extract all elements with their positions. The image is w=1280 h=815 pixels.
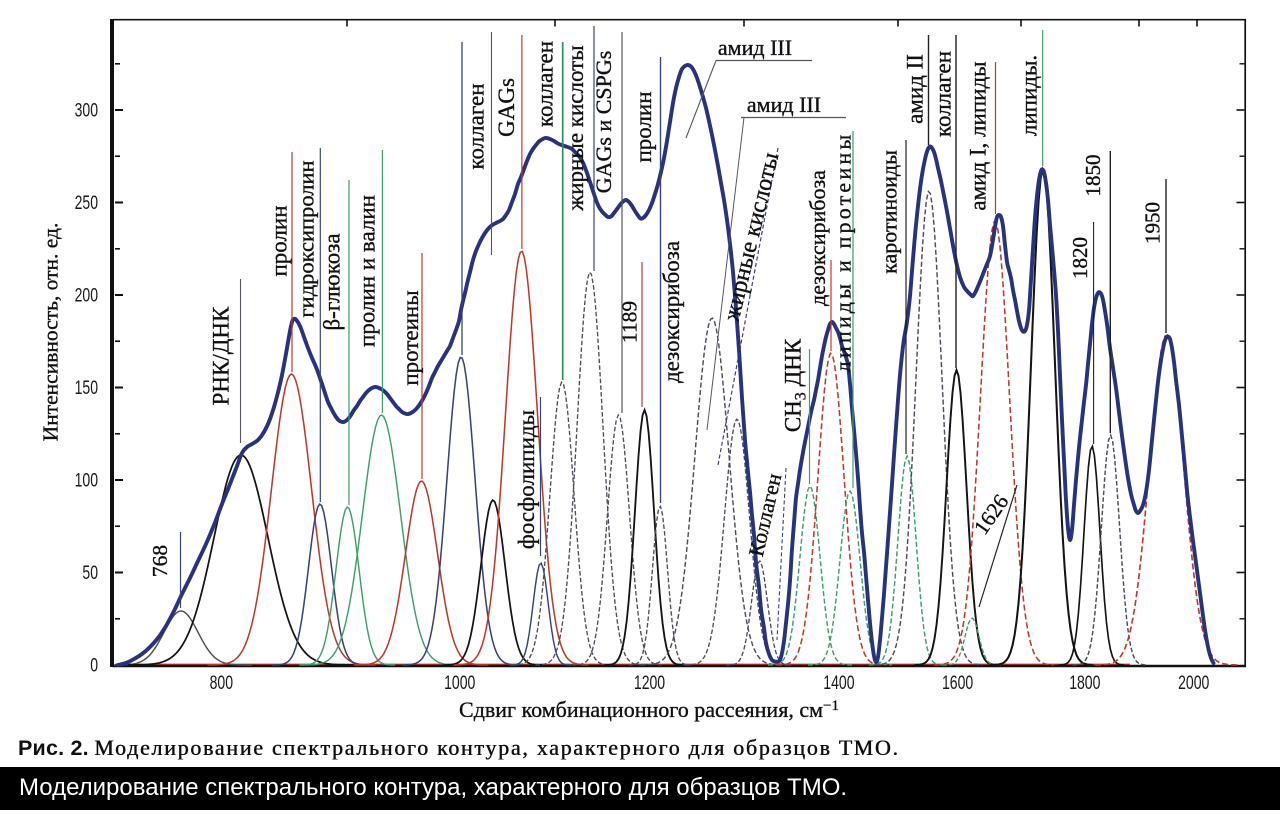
svg-text:1800: 1800 <box>1069 672 1100 694</box>
svg-text:1600: 1600 <box>942 672 973 694</box>
svg-text:1189: 1189 <box>618 301 642 343</box>
svg-text:0: 0 <box>90 655 98 677</box>
svg-text:пролин: пролин <box>631 91 656 162</box>
svg-text:1000: 1000 <box>444 672 475 694</box>
svg-text:пролин и валин: пролин и валин <box>355 195 380 347</box>
svg-text:768: 768 <box>148 545 172 577</box>
svg-text:1950: 1950 <box>1140 202 1164 244</box>
svg-text:каротиноиды: каротиноиды <box>877 150 902 274</box>
svg-text:коллаген: коллаген <box>464 83 489 169</box>
svg-text:150: 150 <box>75 377 99 399</box>
svg-text:коллаген: коллаген <box>931 51 956 137</box>
svg-text:1850: 1850 <box>1081 155 1105 197</box>
svg-text:200: 200 <box>75 285 99 307</box>
svg-text:Сдвиг комбинационного рассеяни: Сдвиг комбинационного рассеяния, см−1 <box>459 697 839 722</box>
svg-text:амид III: амид III <box>718 35 792 60</box>
svg-text:Интенсивность, отн. ед.: Интенсивность, отн. ед. <box>39 223 63 442</box>
svg-text:коллаген: коллаген <box>533 41 558 127</box>
svg-text:250: 250 <box>75 192 99 214</box>
svg-text:липиды.: липиды. <box>1017 55 1042 136</box>
svg-text:800: 800 <box>210 672 234 694</box>
svg-text:β-глюкоза: β-глюкоза <box>320 233 345 330</box>
svg-text:амид I, липиды: амид I, липиды <box>966 61 991 210</box>
svg-text:дезоксирибоза: дезоксирибоза <box>805 170 830 306</box>
svg-text:дезоксирибоза: дезоксирибоза <box>659 241 684 383</box>
svg-text:1200: 1200 <box>634 672 665 694</box>
svg-text:РНК/ДНК: РНК/ДНК <box>209 306 234 405</box>
svg-text:гидроксипролин: гидроксипролин <box>294 160 319 317</box>
svg-text:GAGs и CSPGs: GAGs и CSPGs <box>591 51 616 194</box>
svg-text:пролин: пролин <box>267 205 292 276</box>
svg-text:1400: 1400 <box>823 672 854 694</box>
svg-text:амид II: амид II <box>903 54 928 124</box>
svg-text:жирные кислоты: жирные кислоты <box>563 45 588 211</box>
svg-text:фосфолипиды: фосфолипиды <box>514 410 539 549</box>
svg-text:50: 50 <box>82 562 98 584</box>
svg-text:2000: 2000 <box>1178 672 1209 694</box>
svg-text:1820: 1820 <box>1068 237 1092 279</box>
svg-text:GAGs: GAGs <box>494 78 519 137</box>
svg-text:протеины: протеины <box>398 290 423 385</box>
svg-text:липиды и протеины: липиды и протеины <box>831 132 856 373</box>
svg-text:амид III: амид III <box>747 92 821 117</box>
svg-text:300: 300 <box>75 100 99 122</box>
svg-text:CH3 ДНК: CH3 ДНК <box>781 338 810 432</box>
svg-text:100: 100 <box>75 470 99 492</box>
